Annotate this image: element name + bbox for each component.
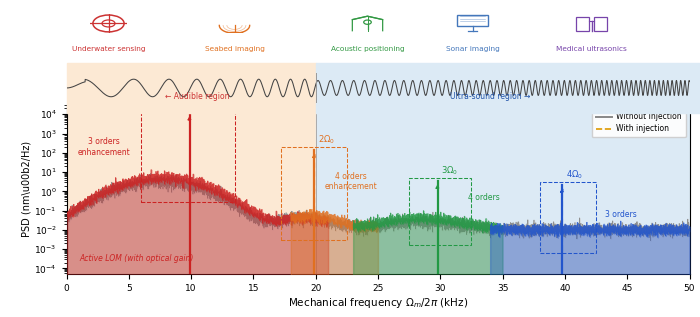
Text: Active LOM (with optical gain): Active LOM (with optical gain) [79,254,193,263]
Text: Medical ultrasonics: Medical ultrasonics [556,46,627,52]
Bar [576,16,589,31]
Text: Acoustic positioning: Acoustic positioning [330,46,405,52]
Legend: Without injection, With injection: Without injection, With injection [592,108,686,137]
Bar [409,178,472,245]
Bar [457,15,488,26]
Text: $3\Omega_0$: $3\Omega_0$ [441,165,458,177]
Text: ← Audible region: ← Audible region [165,92,230,101]
Text: Sonar imaging: Sonar imaging [446,46,499,52]
Bar [540,182,596,253]
Text: Underwater sensing: Underwater sensing [71,46,146,52]
Text: $\Omega_0$: $\Omega_0$ [193,97,205,110]
Text: $2\Omega_0$: $2\Omega_0$ [318,134,335,146]
X-axis label: Mechanical frequency $\Omega_m/2\pi$ (kHz): Mechanical frequency $\Omega_m/2\pi$ (kH… [288,296,468,310]
Bar [141,110,234,202]
Bar [66,63,316,113]
Text: Seabed imaging: Seabed imaging [204,46,265,52]
Text: 4 orders: 4 orders [468,193,500,202]
Text: 3 orders: 3 orders [605,210,637,219]
Text: 4 orders
enhancement: 4 orders enhancement [324,172,377,191]
Y-axis label: PSD (nm\u00b2/Hz): PSD (nm\u00b2/Hz) [22,141,32,237]
Text: $4\Omega_0$: $4\Omega_0$ [566,168,582,181]
Text: 3 orders
enhancement: 3 orders enhancement [78,137,130,157]
Text: Ultra-sound region →: Ultra-sound region → [450,92,531,101]
Bar [594,16,607,31]
Bar [281,147,347,241]
Bar [66,0,316,307]
